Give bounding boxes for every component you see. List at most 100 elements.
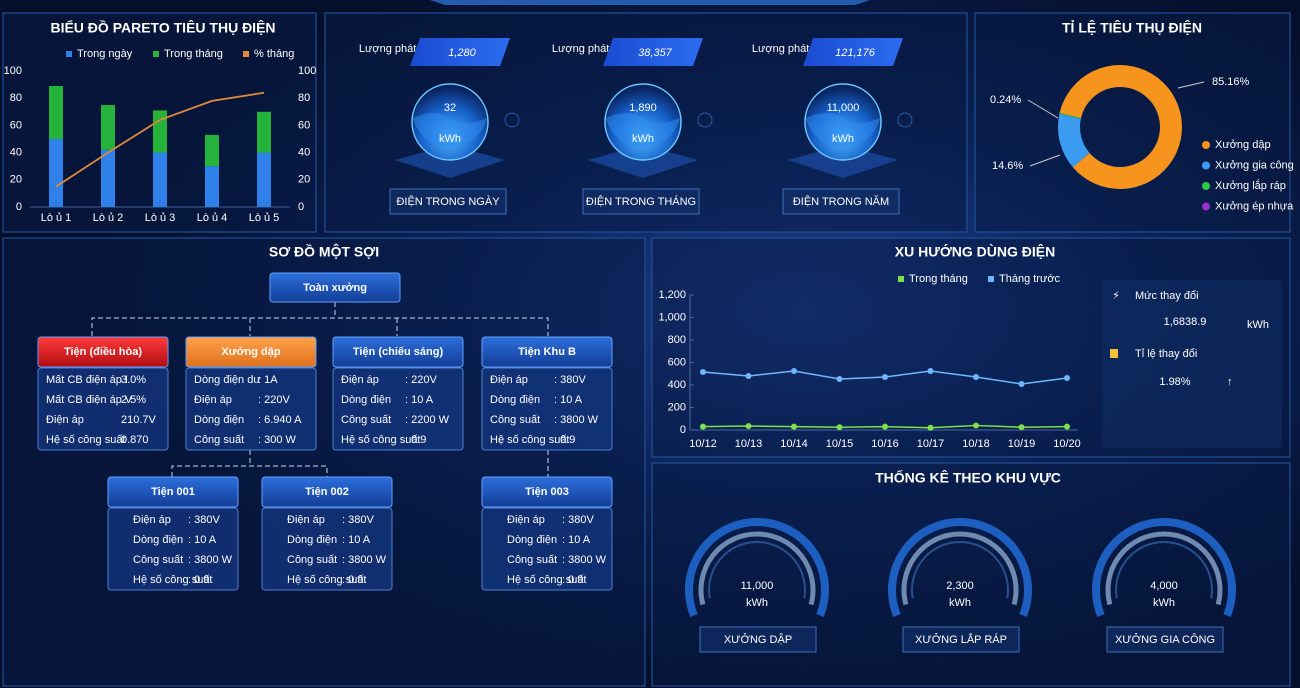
- bar: [49, 85, 63, 139]
- trend-point: [700, 423, 706, 430]
- row-value: 3.0%: [121, 374, 146, 386]
- donut-panel: [974, 12, 1291, 233]
- bar: [101, 105, 115, 150]
- side-dot: [504, 112, 520, 128]
- x-tick-label: Lò ủ 3: [145, 212, 176, 224]
- row-value: : 10 A: [405, 394, 434, 406]
- node-label: Tiện 002: [305, 486, 349, 498]
- row-value: 2.5%: [121, 394, 146, 406]
- region-button: [902, 626, 1020, 653]
- node-header: [185, 336, 317, 368]
- row-value: : 220V: [405, 374, 437, 386]
- trend-point: [1064, 423, 1070, 430]
- row-value: : 3800 W: [188, 554, 233, 566]
- gauge-inner: [911, 541, 1009, 599]
- y2-tick-label: 80: [298, 92, 310, 104]
- kpi-button: [582, 188, 700, 215]
- row-label: Mất CB điện áp I: [46, 374, 128, 386]
- trend-point: [1018, 380, 1025, 387]
- node-header: [332, 336, 464, 368]
- row-label: Dòng điện: [341, 394, 391, 406]
- change-value: 1,6838.9: [1164, 316, 1207, 328]
- donut-label: 0.24%: [990, 94, 1021, 106]
- row-value: 210.7V: [121, 414, 157, 426]
- node-detail: [107, 507, 239, 591]
- x-tick-label: Lò ủ 4: [197, 212, 228, 224]
- row-value: : 0.9: [554, 434, 575, 446]
- y-tick-label: 400: [668, 379, 686, 391]
- kpi-emission: 38,357: [638, 47, 673, 59]
- row-label: Dòng điện: [490, 394, 540, 406]
- rate-label: Tỉ lệ thay đổi: [1135, 348, 1197, 360]
- row-value: 0.870: [121, 434, 149, 446]
- y-tick-label: 100: [4, 65, 22, 77]
- kpi-label: ĐIỆN TRONG NGÀY: [396, 195, 500, 208]
- node-label: Tiện 003: [525, 486, 569, 498]
- donut-label: 14.6%: [992, 160, 1023, 172]
- y2-tick-label: 100: [298, 65, 316, 77]
- row-value: : 0.9: [405, 434, 426, 446]
- x-tick-label: 10/13: [735, 438, 763, 450]
- node-header: [481, 476, 613, 508]
- row-value: : 380V: [554, 374, 586, 386]
- x-tick-label: 10/18: [962, 438, 990, 450]
- single-line-title: SƠ ĐỒ MỘT SỢI: [269, 243, 379, 260]
- row-label: Điện áp: [133, 514, 171, 526]
- row-label: Hệ số công suất: [133, 574, 213, 586]
- trend-point: [791, 423, 797, 430]
- row-value: : 2200 W: [405, 414, 450, 426]
- row-value: : 3800 W: [342, 554, 387, 566]
- globe-base: [588, 145, 698, 178]
- legend-swatch: [988, 276, 994, 282]
- gauge-track: [901, 531, 1019, 606]
- y2-tick-label: 0: [298, 201, 304, 213]
- legend-swatch: [243, 51, 249, 57]
- region-value: 2,300: [946, 580, 974, 592]
- trend-point: [836, 424, 843, 431]
- node-label: Tiện (điều hòa): [64, 346, 142, 358]
- row-value: : 380V: [188, 514, 220, 526]
- node-header: [107, 476, 239, 508]
- legend-swatch: [898, 276, 904, 282]
- row-label: Công suất: [490, 414, 540, 426]
- bus-line: [91, 302, 549, 336]
- leader-line: [1027, 99, 1059, 119]
- gauge-inner: [708, 541, 806, 599]
- globe-base: [395, 145, 505, 178]
- y-tick-label: 600: [668, 356, 686, 368]
- bar: [101, 149, 115, 207]
- kpi-value: 32: [444, 102, 456, 114]
- kpi-button: [782, 188, 900, 215]
- region-button: [699, 626, 817, 653]
- kpi-unit: kWh: [439, 133, 461, 145]
- row-label: Công suất: [341, 414, 391, 426]
- legend-dot: [1202, 182, 1210, 190]
- regions-title: THỐNG KÊ THEO KHU VỰC: [875, 469, 1061, 486]
- y-tick-label: 1,200: [658, 289, 686, 301]
- y-tick-label: 0: [680, 424, 686, 436]
- trend-point: [882, 423, 888, 430]
- trend-point: [745, 373, 752, 379]
- row-label: Dòng điện: [287, 534, 337, 546]
- node-detail: [481, 367, 613, 451]
- region-unit: kWh: [949, 597, 971, 609]
- change-unit: kWh: [1247, 319, 1269, 331]
- trend-point: [745, 423, 752, 430]
- trend-point: [973, 374, 979, 381]
- kpi-emission: 121,176: [835, 47, 876, 59]
- gauge-outer: [1092, 518, 1236, 617]
- node-detail: [261, 507, 393, 591]
- y-tick-label: 60: [10, 119, 22, 131]
- row-label: Điện áp: [287, 514, 325, 526]
- legend-label: Xưởng dập: [1215, 139, 1271, 151]
- trend-title: XU HƯỚNG DÙNG ĐIỆN: [895, 243, 1055, 260]
- side-dot: [697, 112, 713, 128]
- y-tick-label: 800: [668, 334, 686, 346]
- legend-label: % tháng: [254, 48, 294, 60]
- donut-slice: [1058, 113, 1090, 168]
- x-tick-label: 10/16: [871, 438, 899, 450]
- region-button: [1106, 626, 1224, 653]
- row-label: Hệ số công suất: [490, 434, 570, 446]
- row-label: Công suất: [287, 554, 337, 566]
